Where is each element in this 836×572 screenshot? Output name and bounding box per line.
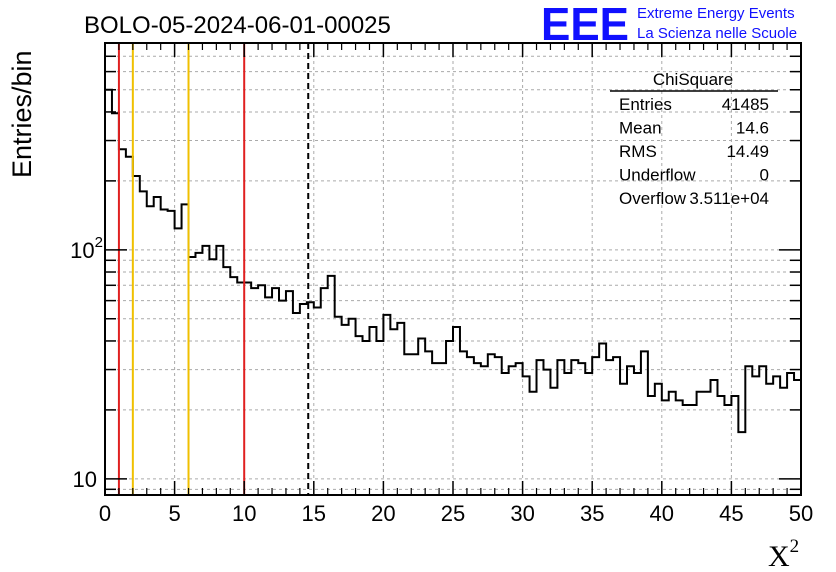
- histogram: [105, 88, 801, 434]
- stats-row-label: Overflow: [619, 189, 687, 208]
- x-axis-ticks: 0 5 10 15 20 25 30 35 40 45 50: [99, 43, 813, 526]
- x-tick-label: 10: [232, 501, 256, 526]
- eee-logo: EEE Extreme Energy Events La Scienza nel…: [541, 0, 797, 50]
- chart-title: BOLO-05-2024-06-01-00025: [84, 12, 391, 39]
- stats-row-value: 3.511e+04: [689, 189, 769, 208]
- stats-row-value: 14.6: [736, 119, 769, 138]
- stats-row-label: RMS: [619, 142, 657, 161]
- x-tick-label: 25: [441, 501, 465, 526]
- y-axis-ticks: 10 102: [70, 42, 801, 492]
- y-tick-label: 10: [73, 467, 97, 492]
- x-tick-label: 15: [302, 501, 326, 526]
- x-tick-label: 50: [789, 501, 813, 526]
- logo-line-2: La Scienza nelle Scuole: [637, 25, 797, 42]
- stats-box: ChiSquare Entries 41485 Mean 14.6 RMS 14.49 Un…: [610, 70, 778, 208]
- y-tick-label: 102: [70, 234, 103, 263]
- y-axis-label: Entries/bin: [7, 50, 37, 178]
- logo-line-1: Extreme Energy Events: [637, 5, 795, 22]
- x-tick-label: 40: [650, 501, 674, 526]
- stats-row-value: 0: [760, 166, 769, 185]
- x-tick-label: 30: [510, 501, 534, 526]
- x-tick-label: 35: [580, 501, 604, 526]
- stats-row-value: 14.49: [726, 142, 769, 161]
- stats-name: ChiSquare: [653, 70, 733, 89]
- x-tick-label: 20: [371, 501, 395, 526]
- threshold-lines: [117, 43, 310, 495]
- logo-mark: EEE: [541, 0, 629, 50]
- x-tick-label: 45: [719, 501, 743, 526]
- stats-row-value: 41485: [722, 95, 769, 114]
- stats-row-label: Entries: [619, 95, 672, 114]
- stats-row-label: Mean: [619, 119, 662, 138]
- grid-lines: [105, 42, 801, 495]
- x-tick-label: 0: [99, 501, 111, 526]
- stats-row-label: Underflow: [619, 166, 696, 185]
- x-axis-label: X2: [768, 536, 799, 572]
- x-tick-label: 5: [168, 501, 180, 526]
- histogram-outline: [105, 88, 801, 434]
